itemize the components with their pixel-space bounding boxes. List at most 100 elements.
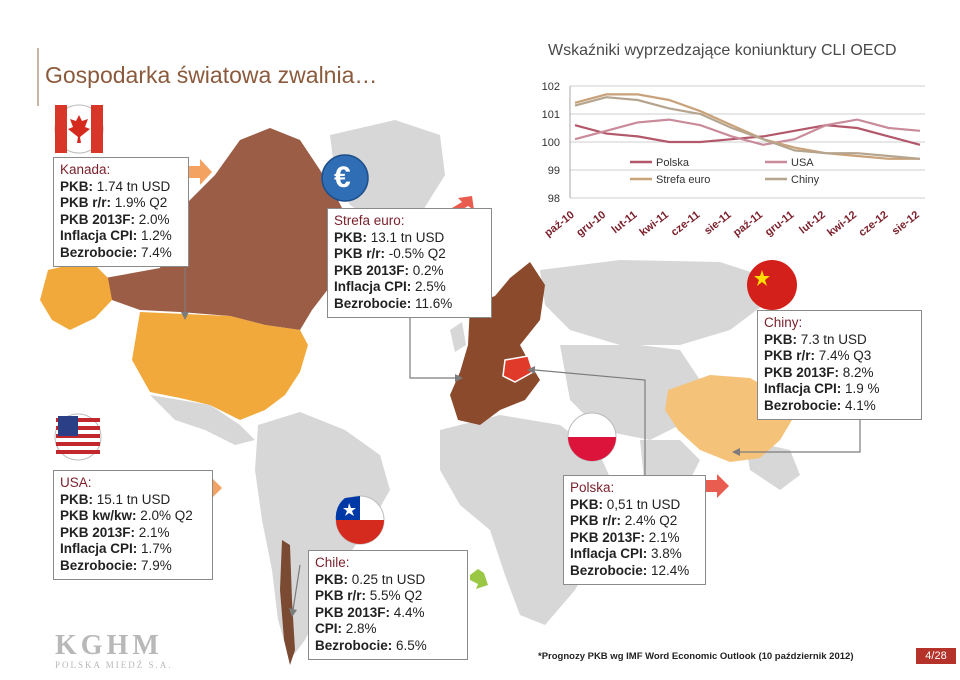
europe-shape (450, 262, 545, 425)
info-row: Inflacja CPI: 1.2% (60, 228, 182, 245)
info-row: Inflacja CPI: 2.5% (334, 279, 485, 296)
russia-shape (540, 260, 770, 345)
info-value: 7.9% (137, 557, 172, 573)
euro-symbol-icon: € (334, 161, 351, 194)
info-row: Bezrobocie: 11.6% (334, 296, 485, 313)
info-label: PKB 2013F: (570, 529, 646, 545)
info-value: 7.4% (137, 244, 172, 260)
info-row: PKB 2013F: 4.4% (315, 605, 461, 622)
info-box-euro: Strefa euro: PKB: 13.1 tn USD PKB r/r: -0.… (327, 208, 492, 318)
logo-subtext: POLSKA MIEDŹ S.A. (55, 660, 173, 670)
x-tick-label: lut-12 (797, 209, 828, 237)
page-title: Gospodarka światowa zwalnia… (45, 62, 378, 88)
info-row: PKB: 0,51 tn USD (570, 497, 699, 514)
info-value: -0.5% Q2 (385, 246, 446, 261)
canada-arrow-icon (186, 159, 212, 185)
legend-label: Chiny (791, 174, 820, 186)
usa-flag-icon (54, 413, 102, 461)
info-value: 5.5% Q2 (366, 588, 423, 603)
series-line-usa (574, 118, 921, 146)
info-box-chile: Chile: PKB: 0.25 tn USD PKB r/r: 5.5% Q2 PK… (308, 550, 468, 660)
info-value: 0,51 tn USD (603, 496, 681, 512)
info-value: 1.7% (137, 541, 172, 556)
poland-flag-icon (567, 412, 617, 462)
x-tick-label: sie-11 (702, 209, 733, 237)
info-value: 4.1% (841, 397, 876, 413)
y-tick-label: 102 (542, 81, 560, 93)
info-box-usa: USA: PKB: 15.1 tn USD PKB kw/kw: 2.0% Q2 PK… (53, 470, 213, 580)
info-value: 1.9% Q2 (111, 195, 168, 210)
chile-arrow-icon (470, 569, 488, 589)
info-row: PKB: 15.1 tn USD (60, 492, 206, 509)
page-number-badge: 4/28 (916, 648, 956, 664)
info-value: 2.5% (411, 279, 446, 294)
title-accent-bar (37, 48, 39, 106)
info-value: 3.8% (647, 546, 682, 561)
info-label: PKB r/r: (334, 246, 386, 261)
info-value: 2.4% Q2 (621, 513, 678, 528)
info-label: CPI: (315, 621, 342, 636)
info-value: 1.2% (137, 228, 172, 243)
eu-flag-icon (321, 154, 369, 202)
euro-connector (409, 317, 455, 379)
info-row: PKB: 1.74 tn USD (60, 179, 182, 196)
chile-connector (292, 564, 301, 611)
y-tick-label: 101 (542, 109, 560, 121)
polska-connector (534, 369, 646, 475)
info-value: 0.2% (409, 262, 444, 278)
x-tick-label: lut-11 (610, 209, 640, 236)
info-label: Bezrobocie: (315, 637, 393, 653)
info-row: PKB r/r: -0.5% Q2 (334, 246, 485, 263)
info-heading: USA: (60, 475, 92, 490)
info-value: 2.1% (135, 524, 170, 540)
info-row: PKB 2013F: 0.2% (334, 263, 485, 280)
info-label: Bezrobocie: (60, 244, 138, 260)
info-value: 8.2% (839, 364, 874, 380)
info-row: CPI: 2.8% (315, 621, 461, 638)
info-label: Inflacja CPI: (60, 228, 138, 243)
info-label: PKB r/r: (60, 195, 112, 210)
info-label: PKB: (315, 571, 348, 587)
info-label: PKB: (570, 496, 603, 512)
info-value: 7.4% Q3 (815, 348, 872, 363)
info-label: PKB 2013F: (315, 604, 391, 620)
info-row: PKB r/r: 2.4% Q2 (570, 513, 699, 530)
info-heading: Chiny: (764, 315, 803, 330)
info-row: PKB r/r: 5.5% Q2 (315, 588, 461, 605)
info-label: PKB kw/kw: (60, 508, 137, 523)
info-label: Bezrobocie: (334, 295, 412, 311)
info-heading: Chile: (315, 555, 350, 570)
x-tick-label: paź-10 (542, 209, 576, 240)
info-value: 6.5% (392, 637, 427, 653)
polska-arrow-icon (705, 474, 729, 498)
info-row: PKB: 0.25 tn USD (315, 572, 461, 589)
info-value: 1.74 tn USD (93, 178, 171, 194)
greenland-shape (330, 120, 445, 225)
x-tick-label: cze-12 (857, 209, 891, 239)
info-value: 2.0% Q2 (136, 508, 193, 523)
x-tick-label: gru-11 (763, 209, 796, 239)
alaska-shape (40, 260, 112, 330)
mexico-shape (150, 395, 255, 445)
info-value: 2.8% (342, 621, 377, 636)
legend-label: Polska (656, 157, 690, 169)
info-value: 15.1 tn USD (93, 491, 171, 507)
info-row: Bezrobocie: 12.4% (570, 563, 699, 580)
uk-shape (450, 322, 466, 352)
info-row: PKB 2013F: 2.1% (570, 530, 699, 547)
info-heading: Polska: (570, 480, 615, 495)
info-row: PKB: 13.1 tn USD (334, 230, 485, 247)
canada-shape (105, 128, 362, 330)
x-tick-label: cze-11 (669, 209, 702, 239)
info-label: PKB: (764, 331, 797, 347)
info-row: PKB r/r: 7.4% Q3 (764, 348, 915, 365)
info-label: Inflacja CPI: (334, 279, 412, 294)
info-label: PKB r/r: (570, 513, 622, 528)
footnote: *Prognozy PKB wg IMF Word Economic Outlo… (538, 651, 854, 662)
info-value: 7.3 tn USD (797, 331, 867, 347)
x-tick-label: sie-12 (890, 209, 922, 238)
series-line-polska (574, 124, 921, 146)
info-heading: Strefa euro: (334, 213, 405, 228)
usa-shape (132, 312, 308, 420)
info-heading: Kanada: (60, 162, 111, 177)
